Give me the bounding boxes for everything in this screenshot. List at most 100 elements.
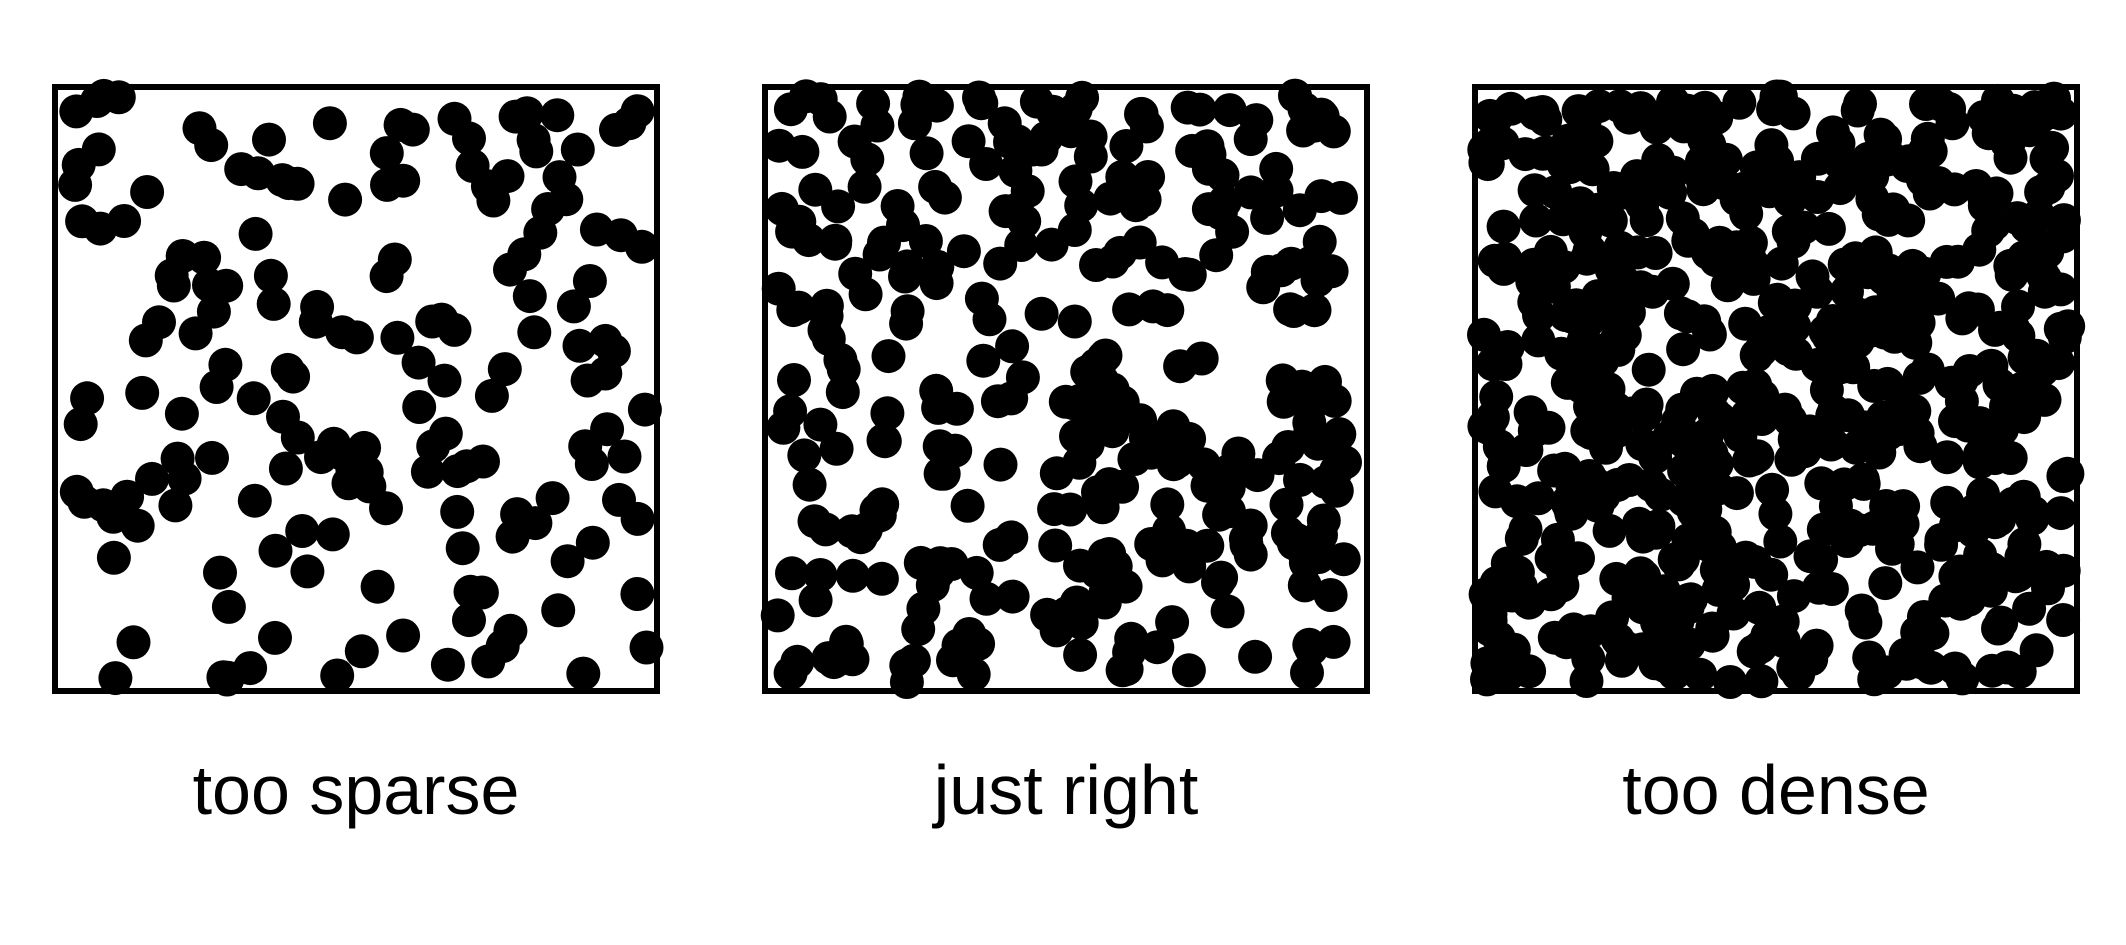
- particle: [923, 456, 958, 491]
- particle: [1186, 447, 1221, 482]
- particle: [1513, 395, 1548, 430]
- particle: [1304, 179, 1339, 214]
- particle: [449, 449, 484, 484]
- particle: [386, 163, 421, 198]
- particle: [1699, 243, 1734, 278]
- particle: [1297, 293, 1332, 328]
- particle: [1628, 397, 1663, 432]
- particle: [253, 258, 288, 293]
- particle: [453, 574, 488, 609]
- particle: [1687, 304, 1722, 339]
- particle: [760, 598, 795, 633]
- particle: [1038, 528, 1073, 563]
- box-frame: [762, 84, 1370, 694]
- particle: [195, 440, 229, 475]
- particle: [556, 289, 591, 324]
- particle: [1705, 547, 1740, 582]
- particle: [803, 407, 838, 442]
- particle: [236, 381, 271, 416]
- particle: [775, 214, 810, 249]
- particle: [331, 466, 366, 501]
- particle: [2043, 272, 2078, 307]
- particle: [158, 488, 193, 523]
- particle: [1905, 621, 1940, 656]
- particle: [599, 112, 633, 147]
- particle: [270, 352, 305, 387]
- particle: [1093, 181, 1128, 216]
- particle: [909, 136, 944, 171]
- particle: [1163, 349, 1198, 384]
- particle: [440, 494, 475, 529]
- particle: [1573, 614, 1608, 649]
- caption-too-dense: too dense: [1622, 751, 1930, 829]
- particle: [969, 581, 1004, 616]
- particle: [1900, 550, 1935, 585]
- particle: [1982, 502, 2017, 537]
- particle: [252, 122, 286, 157]
- particle: [541, 593, 576, 628]
- particle: [1537, 453, 1572, 488]
- particle: [1238, 639, 1273, 674]
- particle: [835, 514, 869, 549]
- particle: [178, 316, 213, 351]
- particle: [1778, 288, 1812, 323]
- particle: [1890, 148, 1925, 183]
- particle: [1478, 102, 1513, 136]
- particle: [1024, 132, 1059, 167]
- particle: [1240, 458, 1275, 493]
- particle: [238, 216, 273, 251]
- particle: [1580, 488, 1615, 523]
- particle: [1545, 553, 1580, 588]
- particle: [1971, 213, 2006, 248]
- particle: [867, 225, 901, 260]
- particle: [2006, 240, 2041, 275]
- panel-just-right: [760, 78, 1370, 699]
- particle: [1755, 472, 1790, 507]
- particle: [1005, 360, 1040, 395]
- particle: [455, 148, 490, 183]
- particle: [1182, 92, 1217, 127]
- particle: [1561, 94, 1596, 129]
- particle-box-too-sparse: [52, 78, 664, 697]
- particle: [1858, 235, 1893, 270]
- particle: [1701, 572, 1736, 607]
- particle: [939, 391, 974, 426]
- particle: [890, 294, 925, 329]
- particle: [427, 363, 462, 398]
- particle: [1629, 203, 1664, 238]
- particle: [268, 451, 303, 486]
- particle: [951, 124, 986, 159]
- particle: [811, 321, 846, 356]
- particles-group: [58, 78, 664, 697]
- particle: [1979, 176, 2014, 211]
- particle: [1728, 306, 1763, 341]
- particle: [1659, 647, 1694, 682]
- particle: [1771, 214, 1806, 249]
- particle: [1623, 556, 1658, 591]
- particle: [1172, 549, 1207, 584]
- particle: [517, 315, 552, 350]
- particle: [476, 183, 511, 218]
- particle: [241, 156, 276, 191]
- particle: [1742, 590, 1777, 625]
- particle: [1914, 650, 1948, 685]
- box-frame: [1472, 84, 2080, 694]
- particle: [1508, 512, 1543, 547]
- particle: [1621, 506, 1656, 541]
- particle: [535, 481, 570, 516]
- particle: [1843, 86, 1877, 121]
- particle: [1233, 175, 1268, 210]
- particle: [1134, 527, 1169, 561]
- particle: [2046, 603, 2081, 637]
- particle: [961, 626, 996, 661]
- particle: [1233, 122, 1268, 157]
- particle: [493, 252, 527, 287]
- particle: [1278, 78, 1312, 113]
- particle: [1201, 565, 1235, 600]
- particle: [312, 106, 347, 141]
- particle: [1671, 523, 1706, 558]
- particle: [2046, 203, 2081, 238]
- particle: [1902, 360, 1937, 395]
- particle: [1039, 456, 1074, 491]
- particle: [798, 172, 833, 207]
